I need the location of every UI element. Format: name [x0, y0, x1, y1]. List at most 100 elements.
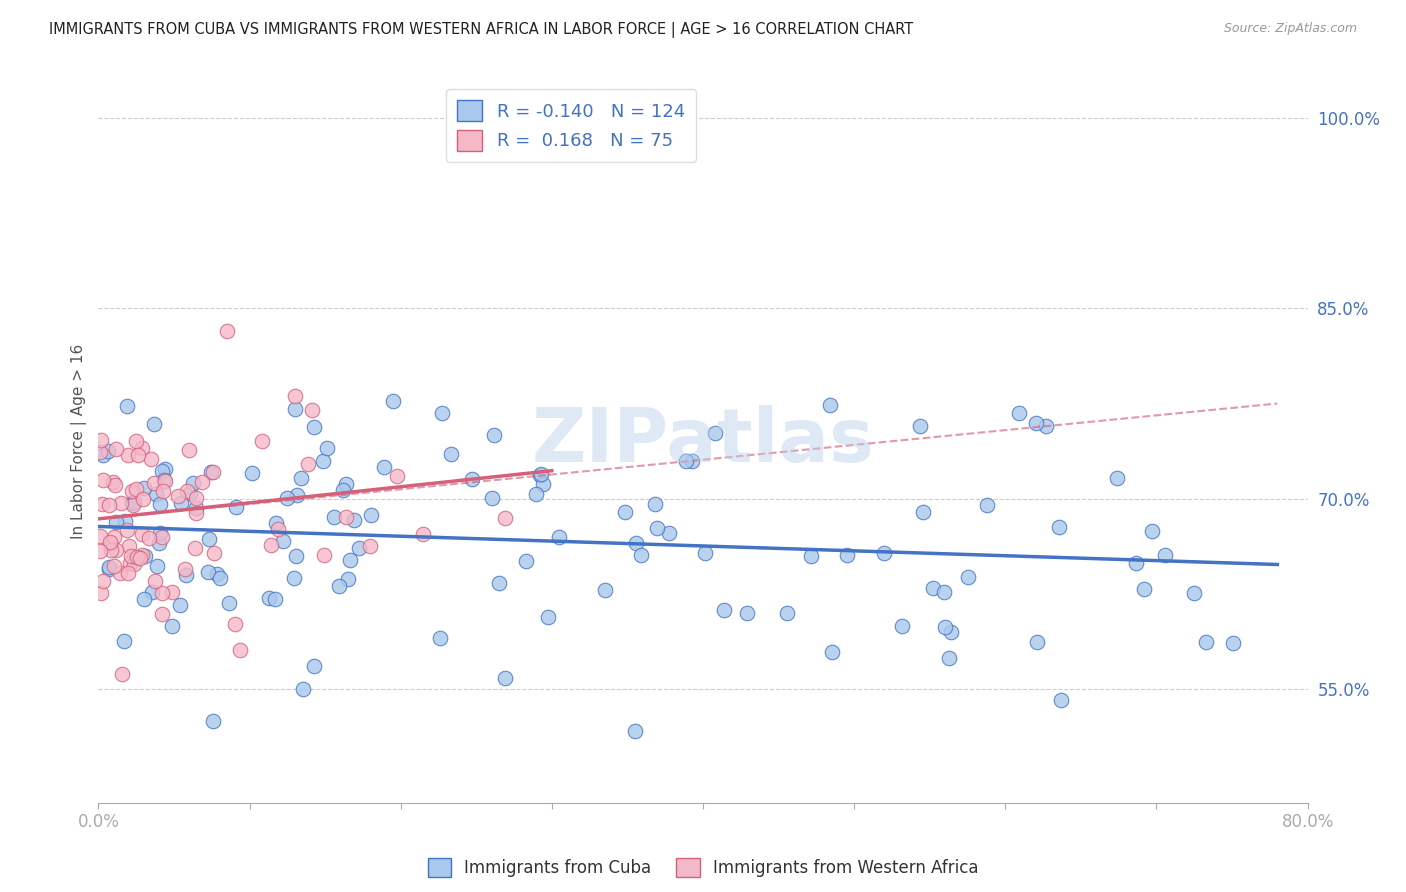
- Point: [533, 477, 555, 491]
- Point: [121, 496, 143, 510]
- Point: [976, 498, 998, 512]
- Point: [891, 619, 914, 633]
- Y-axis label: In Labor Force | Age > 16: In Labor Force | Age > 16: [72, 344, 87, 539]
- Point: [118, 557, 141, 571]
- Point: [208, 571, 231, 585]
- Point: [385, 468, 408, 483]
- Point: [152, 464, 174, 478]
- Point: [149, 526, 172, 541]
- Point: [141, 451, 163, 466]
- Point: [267, 522, 290, 536]
- Point: [332, 483, 354, 498]
- Point: [153, 473, 176, 487]
- Point: [131, 441, 153, 455]
- Point: [104, 515, 127, 529]
- Point: [91, 498, 114, 512]
- Point: [1142, 524, 1164, 538]
- Point: [1107, 471, 1129, 485]
- Point: [162, 585, 184, 599]
- Point: [1025, 416, 1047, 430]
- Point: [494, 511, 516, 525]
- Point: [737, 606, 759, 620]
- Point: [100, 536, 122, 550]
- Point: [179, 486, 201, 500]
- Point: [103, 530, 125, 544]
- Point: [481, 491, 503, 506]
- Point: [328, 579, 350, 593]
- Point: [644, 497, 666, 511]
- Point: [818, 398, 841, 412]
- Point: [202, 465, 225, 479]
- Point: [312, 548, 335, 562]
- Point: [89, 529, 111, 543]
- Point: [775, 606, 797, 620]
- Point: [1133, 582, 1156, 596]
- Point: [218, 596, 240, 610]
- Point: [200, 465, 222, 479]
- Point: [335, 509, 357, 524]
- Point: [412, 527, 434, 541]
- Point: [155, 462, 177, 476]
- Point: [170, 496, 193, 510]
- Point: [160, 618, 183, 632]
- Point: [873, 546, 896, 560]
- Point: [1008, 405, 1031, 419]
- Point: [117, 566, 139, 581]
- Point: [89, 544, 111, 558]
- Point: [658, 526, 681, 541]
- Point: [184, 491, 207, 506]
- Point: [938, 651, 960, 665]
- Point: [98, 562, 121, 576]
- Point: [1035, 419, 1057, 434]
- Point: [143, 476, 166, 491]
- Point: [131, 526, 153, 541]
- Point: [176, 567, 198, 582]
- Point: [125, 482, 148, 496]
- Point: [675, 453, 697, 467]
- Point: [111, 667, 134, 681]
- Point: [197, 566, 219, 580]
- Text: ZIPatlas: ZIPatlas: [531, 405, 875, 478]
- Point: [150, 586, 173, 600]
- Point: [1222, 636, 1244, 650]
- Point: [934, 620, 956, 634]
- Point: [494, 672, 516, 686]
- Point: [323, 510, 346, 524]
- Point: [488, 575, 510, 590]
- Point: [90, 586, 112, 600]
- Point: [1194, 635, 1216, 649]
- Point: [373, 459, 395, 474]
- Point: [150, 607, 173, 622]
- Point: [297, 458, 319, 472]
- Point: [98, 498, 121, 512]
- Point: [821, 645, 844, 659]
- Point: [482, 428, 505, 442]
- Point: [101, 475, 124, 490]
- Point: [347, 541, 370, 556]
- Point: [359, 539, 381, 553]
- Point: [290, 471, 312, 485]
- Point: [191, 475, 214, 489]
- Point: [108, 566, 131, 581]
- Point: [630, 548, 652, 562]
- Point: [536, 609, 558, 624]
- Point: [97, 443, 120, 458]
- Point: [908, 418, 931, 433]
- Point: [121, 499, 143, 513]
- Point: [91, 448, 114, 462]
- Point: [283, 570, 305, 584]
- Point: [430, 406, 453, 420]
- Point: [124, 494, 146, 508]
- Point: [1184, 586, 1206, 600]
- Point: [304, 419, 326, 434]
- Text: Source: ZipAtlas.com: Source: ZipAtlas.com: [1223, 22, 1357, 36]
- Point: [150, 530, 173, 544]
- Point: [800, 549, 823, 563]
- Point: [117, 448, 139, 462]
- Point: [169, 599, 191, 613]
- Point: [114, 514, 136, 528]
- Point: [252, 434, 274, 448]
- Point: [104, 478, 127, 492]
- Point: [339, 553, 361, 567]
- Point: [117, 399, 139, 413]
